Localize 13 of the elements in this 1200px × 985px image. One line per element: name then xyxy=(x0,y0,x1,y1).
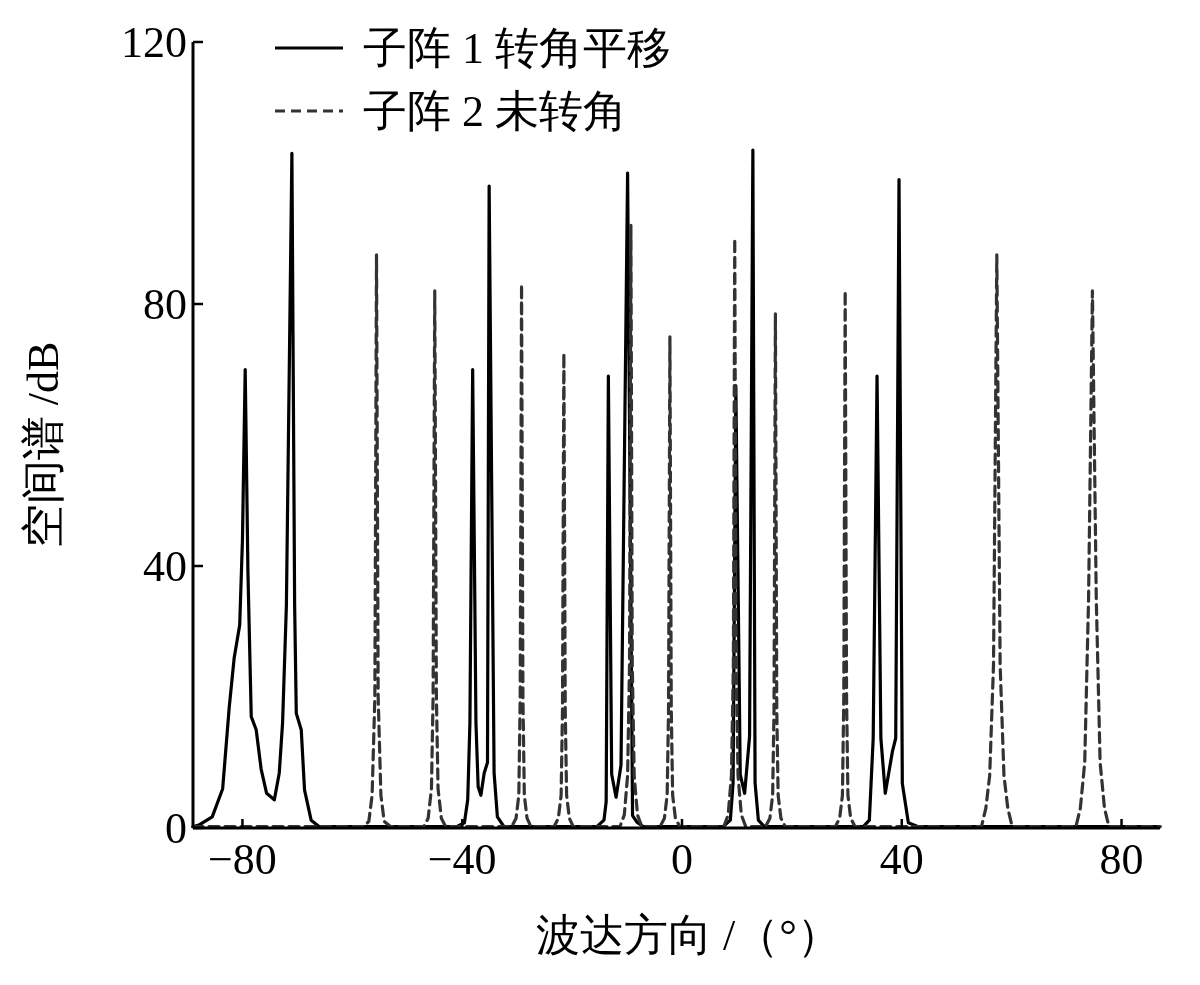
y-axis-title: 空间谱 /dB xyxy=(19,341,68,549)
legend-label: 子阵 1 转角平移 xyxy=(363,24,671,73)
y-tick-label: 120 xyxy=(121,18,187,67)
x-tick-label: −40 xyxy=(427,835,497,884)
x-tick-label: 0 xyxy=(670,835,693,884)
y-tick-label: 80 xyxy=(143,280,187,329)
y-tick-label: 40 xyxy=(143,542,187,591)
x-tick-label: −80 xyxy=(208,835,277,884)
legend-label: 子阵 2 未转角 xyxy=(363,87,627,136)
x-tick-label: 40 xyxy=(879,835,924,884)
y-tick-label: 0 xyxy=(165,804,187,853)
x-tick-label: 80 xyxy=(1099,835,1144,884)
x-axis-title: 波达方向 /（°） xyxy=(536,911,841,960)
